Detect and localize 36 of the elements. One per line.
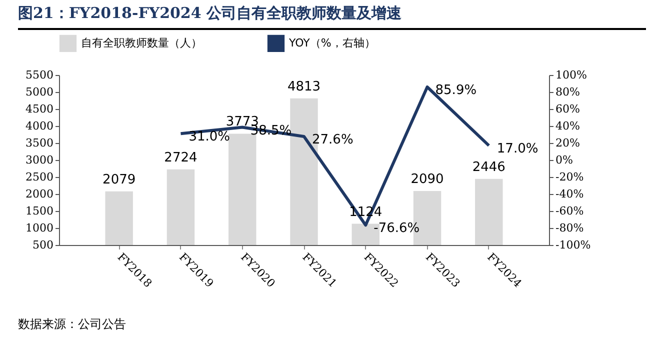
y2-tick-label: -40%: [556, 188, 584, 200]
y2-tick-label: -20%: [556, 170, 584, 184]
y-tick-label: 5500: [26, 68, 54, 82]
y-tick-label: 2500: [26, 170, 54, 184]
data-label: -76.6%: [374, 221, 420, 236]
data-label: 2446: [472, 160, 506, 175]
y-tick-label: 2000: [26, 188, 54, 200]
y-tick-label: 3000: [26, 154, 54, 166]
y-tick-label: 5000: [26, 86, 54, 98]
source-note: 数据来源：公司公告: [18, 316, 126, 333]
y-tick-label: 4500: [26, 102, 54, 116]
legend-label: 自有全职教师数量（人）: [81, 36, 202, 50]
y-tick-label: 1000: [26, 222, 54, 234]
data-label: 2090: [410, 172, 444, 187]
y2-tick-label: 40%: [556, 120, 580, 132]
legend-label: YOY（%，右轴）: [288, 36, 376, 50]
data-label: 27.6%: [312, 132, 354, 148]
y-tick-label: 1500: [26, 204, 54, 218]
data-label: 31.0%: [188, 130, 230, 145]
y2-tick-label: 20%: [556, 136, 580, 150]
data-label: 2724: [164, 150, 198, 166]
y-tick-label: 500: [32, 238, 54, 252]
y-tick-label: 4000: [26, 120, 54, 132]
data-label: 85.9%: [435, 82, 477, 98]
y-tick-label: 3500: [26, 136, 54, 150]
data-label: 2079: [102, 172, 136, 188]
y2-tick-label: 80%: [556, 86, 580, 98]
data-label: 4813: [287, 79, 321, 94]
data-label: 17.0%: [496, 142, 538, 157]
y2-tick-label: -60%: [556, 204, 584, 218]
y2-tick-label: 0%: [556, 154, 573, 166]
chart-title: 图21：FY2018-FY2024 公司自有全职教师数量及增速: [18, 4, 646, 30]
y2-tick-label: -100%: [556, 238, 591, 252]
y2-tick-label: 100%: [556, 68, 587, 82]
y2-tick-label: -80%: [556, 222, 584, 234]
y2-tick-label: 60%: [556, 102, 580, 116]
